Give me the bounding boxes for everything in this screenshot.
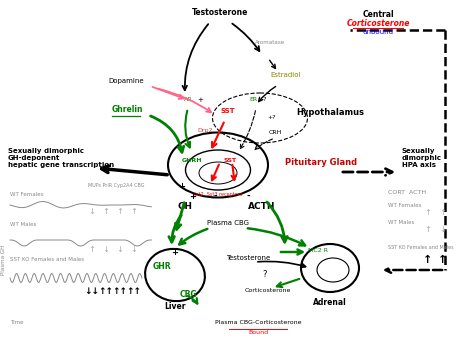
Text: WT Males: WT Males [388,220,414,225]
Text: +: + [179,182,185,191]
Text: Liver: Liver [164,302,186,311]
Text: Plasma CBG-Corticosterone: Plasma CBG-Corticosterone [215,320,301,325]
Text: Sst2, Sst3 receptors: Sst2, Sst3 receptors [193,192,243,197]
Text: GHR: GHR [153,262,171,271]
Text: SST: SST [223,158,237,163]
Text: ↑↑: ↑↑ [99,287,113,296]
Text: ↑↑: ↑↑ [112,287,128,296]
Text: Sexually
dimorphic
HPA axis: Sexually dimorphic HPA axis [402,148,442,168]
Text: ↓: ↓ [89,207,95,216]
Text: ↑: ↑ [117,207,124,216]
Text: ↓: ↓ [439,225,447,234]
Text: ACTH: ACTH [248,202,276,211]
Text: ↑: ↑ [423,255,433,265]
Text: -: - [213,192,217,201]
Text: MUPs PrlR Cyp2A4 CBG: MUPs PrlR Cyp2A4 CBG [88,183,145,188]
Text: Hypothalamus: Hypothalamus [296,108,364,117]
Text: SST KO Females and Males: SST KO Females and Males [388,245,454,250]
Text: Testosterone: Testosterone [226,255,270,261]
Text: GH: GH [177,202,192,211]
Text: Corticosterone: Corticosterone [245,288,291,293]
Text: Bound: Bound [248,330,268,335]
Text: GHRH: GHRH [182,158,202,163]
Text: Corticosterone: Corticosterone [346,19,410,28]
Text: SST KO Females and Males: SST KO Females and Males [10,257,84,262]
Text: ↓: ↓ [117,245,124,254]
Text: ↑: ↑ [130,207,137,216]
Text: WT Males: WT Males [10,222,36,227]
Text: ↑: ↑ [102,207,109,216]
Text: Drp2: Drp2 [197,128,213,133]
Text: ↓↓: ↓↓ [84,287,100,296]
Text: +: + [190,192,197,201]
Text: WT Females: WT Females [388,203,421,208]
Text: Estradiol: Estradiol [270,72,301,78]
Text: Plasma CBG: Plasma CBG [207,220,249,226]
Text: -: - [246,192,250,201]
Text: Pituitary Gland: Pituitary Gland [285,158,357,167]
Text: unbound: unbound [363,29,393,35]
Text: ↑: ↑ [425,208,431,217]
Text: ↑: ↑ [89,245,95,254]
Text: SST: SST [221,108,235,114]
Text: CRH: CRH [268,130,282,135]
Text: Central: Central [362,10,394,19]
Text: ER: ER [249,97,257,102]
Text: Testosterone: Testosterone [192,8,248,17]
Text: Plasma GH: Plasma GH [1,245,7,275]
Text: +?: +? [259,97,267,102]
Text: +: + [172,248,179,257]
Text: -: - [233,192,237,201]
Text: Dopamine: Dopamine [108,78,144,84]
Text: +?: +? [268,115,276,120]
Text: ↑: ↑ [425,225,431,234]
Text: ↑: ↑ [438,255,447,265]
Text: ↓: ↓ [102,245,109,254]
Text: Adrenal: Adrenal [313,298,347,307]
Text: ↑↑: ↑↑ [127,287,142,296]
Text: ↓: ↓ [130,245,137,254]
Text: WT Females: WT Females [10,192,44,197]
Text: CORT  ACTH: CORT ACTH [388,190,426,195]
Text: AR: AR [184,97,192,102]
Text: ?: ? [263,270,267,279]
Text: Aromatase: Aromatase [255,40,285,45]
Text: ↑: ↑ [439,208,447,217]
Text: +: + [197,97,203,103]
Text: Time: Time [10,320,24,325]
Text: Ghrelin: Ghrelin [112,105,144,114]
Text: CBG: CBG [179,290,197,299]
Text: Sexually dimorphic
GH-deponent
hepatic gene transcription: Sexually dimorphic GH-deponent hepatic g… [8,148,114,168]
Text: MC2 R: MC2 R [308,248,328,253]
